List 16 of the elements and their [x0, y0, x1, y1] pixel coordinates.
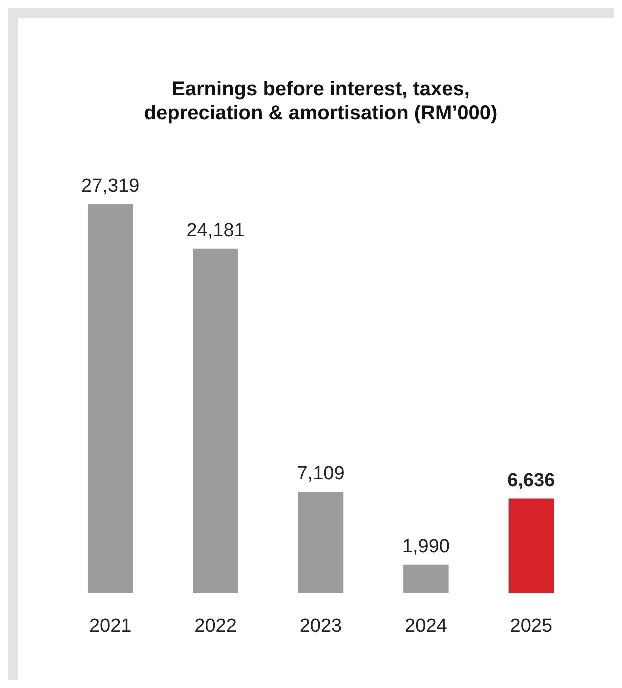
data-label: 27,319	[82, 176, 140, 197]
bar	[298, 492, 344, 594]
bar	[508, 498, 554, 594]
bar	[193, 248, 238, 594]
x-tick-label: 2025	[510, 616, 553, 637]
bar	[88, 204, 134, 594]
data-label: 24,181	[186, 220, 245, 242]
x-tick-label: 2023	[300, 616, 342, 637]
data-label: 7,109	[297, 464, 345, 485]
bar	[404, 564, 449, 594]
x-tick-label: 2024	[405, 616, 448, 637]
data-label: 1,990	[402, 536, 450, 558]
data-label: 6,636	[508, 470, 556, 492]
chart-title: Earnings before interest, taxes, depreciation & amortisation (RM’000)	[144, 78, 498, 125]
x-tick-label: 2021	[89, 616, 132, 637]
x-tick-label: 2022	[194, 616, 237, 637]
